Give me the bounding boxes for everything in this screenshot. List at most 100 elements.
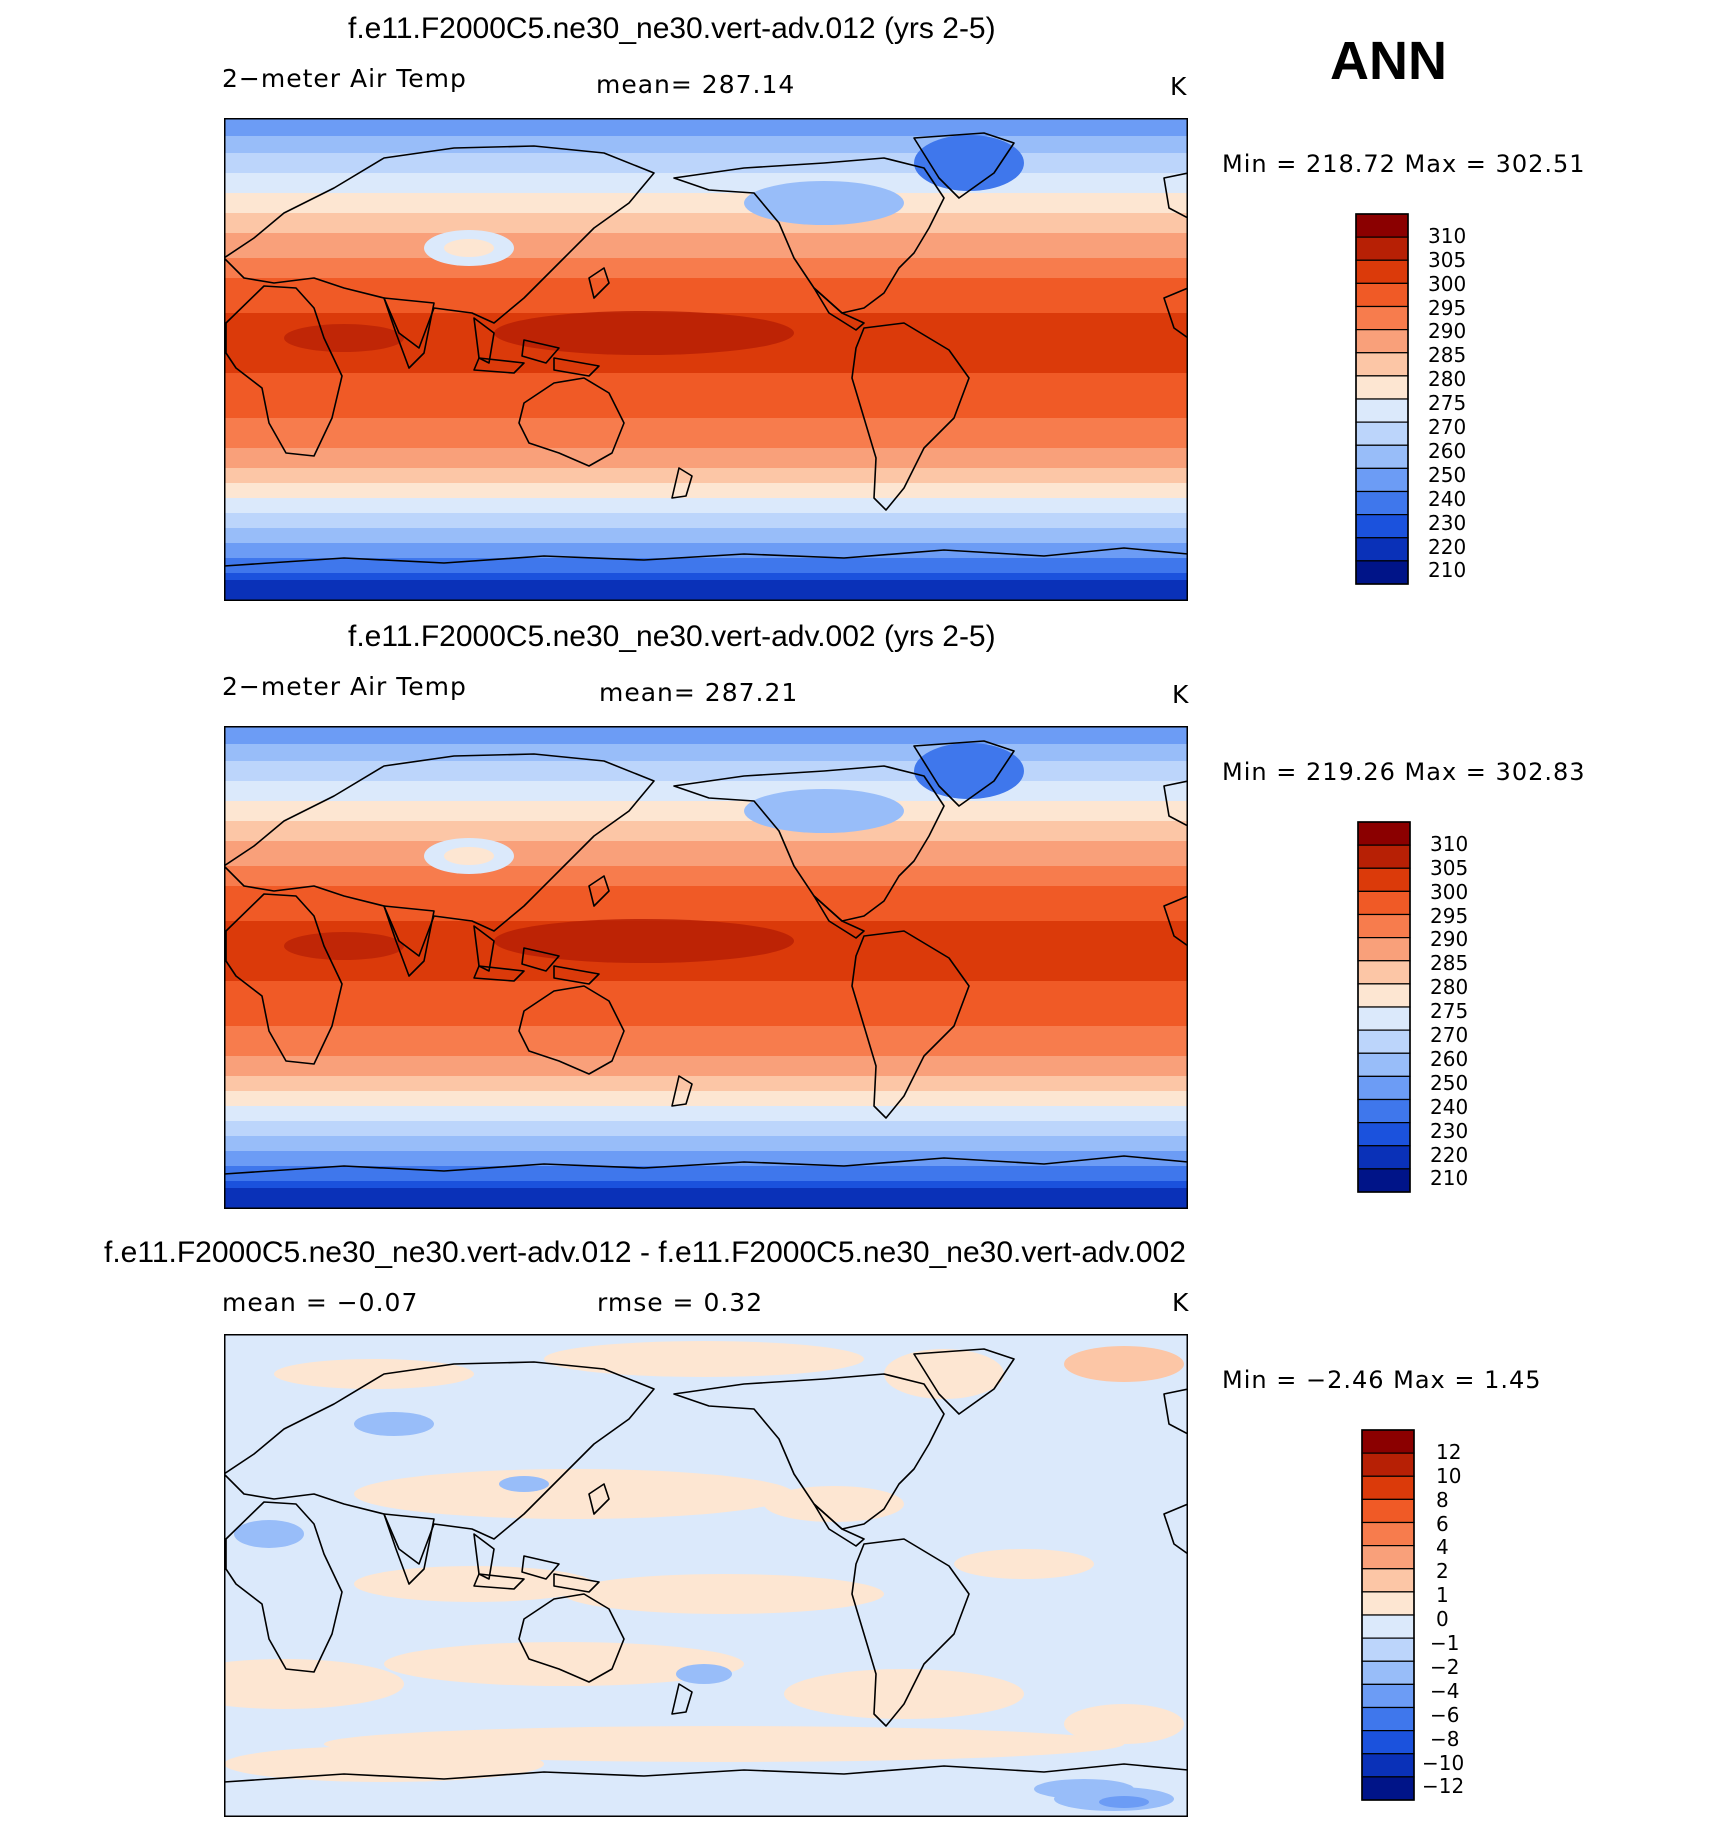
warm-pool — [494, 919, 794, 963]
anomaly-patch — [784, 1669, 1024, 1719]
panel-2-mean: mean= 287.21 — [599, 678, 799, 707]
panel-3-colorbar — [1361, 1429, 1415, 1801]
coastline — [1163, 287, 1188, 339]
tibetan-plateau-core — [444, 847, 494, 865]
colorbar-swatch — [1361, 1730, 1415, 1755]
anomaly-patch — [564, 1574, 884, 1614]
colorbar-swatch — [1355, 421, 1409, 446]
coastline — [588, 1483, 610, 1515]
coastline — [521, 339, 560, 364]
anomaly-patch — [954, 1549, 1094, 1579]
colorbar-tick-label: −6 — [1430, 1703, 1460, 1727]
colorbar-tick-label: 250 — [1428, 463, 1467, 487]
colorbar-tick-label: 220 — [1430, 1143, 1469, 1167]
colorbar-swatch — [1357, 867, 1411, 892]
colorbar-swatch — [1355, 259, 1409, 284]
colorbar-swatch — [1357, 1168, 1411, 1193]
colorbar-tick-label: 310 — [1428, 224, 1467, 248]
coastline — [521, 947, 560, 972]
temperature-band — [224, 153, 1188, 174]
colorbar-tick-label: 280 — [1428, 367, 1467, 391]
temperature-band — [224, 801, 1188, 822]
temperature-band — [224, 1166, 1188, 1182]
coastline — [553, 965, 600, 985]
coastline — [473, 357, 525, 374]
temperature-band — [224, 841, 1188, 867]
colorbar-swatch — [1361, 1637, 1415, 1662]
colorbar-tick-label: 295 — [1428, 296, 1467, 320]
colorbar-tick-label: 285 — [1430, 951, 1469, 975]
colorbar-tick-label: 210 — [1428, 558, 1467, 582]
colorbar-frame — [1361, 1429, 1415, 1801]
colorbar-swatch — [1361, 1521, 1415, 1547]
colorbar-swatch — [1355, 329, 1409, 354]
temperature-band — [224, 726, 1188, 745]
colorbar-tick-label: 250 — [1430, 1071, 1469, 1095]
temperature-band — [224, 233, 1188, 259]
temperature-band — [224, 468, 1188, 484]
temperature-band — [224, 1121, 1188, 1137]
colorbar-tick-label: 6 — [1436, 1512, 1449, 1536]
panel-1-colorbar — [1355, 213, 1409, 585]
coastline — [813, 895, 865, 939]
temperature-band — [224, 373, 1188, 419]
colorbar-tick-label: 270 — [1430, 1023, 1469, 1047]
temperature-band — [224, 781, 1188, 802]
colorbar-tick-label: 305 — [1428, 248, 1467, 272]
anomaly-patch — [384, 1642, 744, 1686]
anomaly-patch — [224, 1746, 544, 1782]
arctic-cold — [744, 789, 904, 833]
colorbar-swatch — [1355, 352, 1409, 377]
coastline — [1163, 172, 1188, 219]
colorbar-frame — [1357, 821, 1411, 1193]
colorbar-swatch — [1361, 1776, 1415, 1801]
colorbar-swatch — [1361, 1660, 1415, 1685]
colorbar-tick-label: −12 — [1422, 1774, 1465, 1798]
panel-3-title: f.e11.F2000C5.ne30_ne30.vert-adv.012 - f… — [104, 1236, 1186, 1269]
colorbar-swatch — [1355, 444, 1409, 469]
anomaly-patch — [499, 1476, 549, 1492]
colorbar-frame — [1355, 213, 1409, 585]
coastline — [673, 157, 945, 314]
colorbar-swatch — [1361, 1683, 1415, 1709]
colorbar-tick-label: 210 — [1430, 1166, 1469, 1190]
temperature-band — [224, 498, 1188, 514]
temperature-band — [224, 136, 1188, 154]
anomaly-patch — [354, 1412, 434, 1436]
temperature-band — [224, 886, 1188, 922]
coastline — [518, 1593, 625, 1683]
colorbar-tick-label: 12 — [1436, 1440, 1462, 1464]
colorbar-swatch — [1357, 1006, 1411, 1031]
colorbar-tick-label: 290 — [1430, 927, 1469, 951]
coastline — [518, 377, 625, 467]
panel-1-units: K — [1170, 72, 1188, 101]
coastline — [553, 357, 600, 377]
coastline — [521, 1555, 560, 1580]
anomaly-patch — [1064, 1346, 1184, 1382]
coastline — [473, 1573, 525, 1590]
colorbar-swatch — [1357, 1052, 1411, 1077]
coastline — [383, 905, 435, 977]
coastline — [851, 1538, 970, 1727]
panel-1-variable-label: 2−meter Air Temp — [222, 64, 467, 93]
panel-1-map — [224, 118, 1188, 601]
colorbar-swatch — [1355, 537, 1409, 562]
temperature-band — [224, 1106, 1188, 1122]
coastline — [671, 1683, 693, 1715]
coastline — [225, 1501, 343, 1673]
panel-2-colorbar — [1357, 821, 1411, 1193]
colorbar-tick-label: 275 — [1430, 999, 1469, 1023]
coastline — [913, 1348, 1015, 1415]
coastline — [518, 985, 625, 1075]
panel-2-map — [224, 726, 1188, 1209]
coastline — [1163, 1388, 1188, 1435]
map-frame — [224, 1334, 1188, 1817]
colorbar-tick-label: 290 — [1428, 319, 1467, 343]
colorbar-swatch — [1361, 1614, 1415, 1639]
coastline — [473, 925, 495, 972]
colorbar-swatch — [1361, 1545, 1415, 1570]
temperature-band — [224, 1056, 1188, 1077]
colorbar-tick-label: 260 — [1430, 1047, 1469, 1071]
temperature-band — [224, 866, 1188, 887]
temperature-band — [224, 821, 1188, 842]
